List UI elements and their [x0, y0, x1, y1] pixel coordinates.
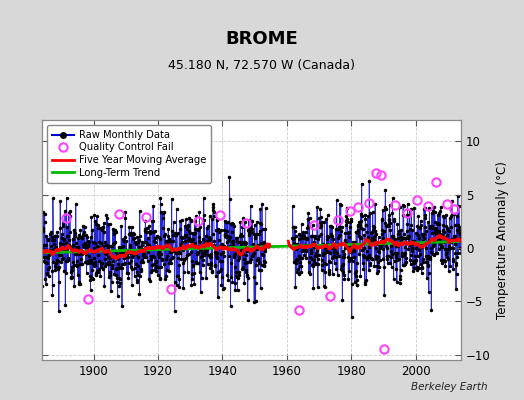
Text: 45.180 N, 72.570 W (Canada): 45.180 N, 72.570 W (Canada): [169, 59, 355, 72]
Y-axis label: Temperature Anomaly (°C): Temperature Anomaly (°C): [496, 161, 509, 319]
Legend: Raw Monthly Data, Quality Control Fail, Five Year Moving Average, Long-Term Tren: Raw Monthly Data, Quality Control Fail, …: [47, 125, 211, 182]
Text: Berkeley Earth: Berkeley Earth: [411, 382, 487, 392]
Text: BROME: BROME: [226, 30, 298, 48]
